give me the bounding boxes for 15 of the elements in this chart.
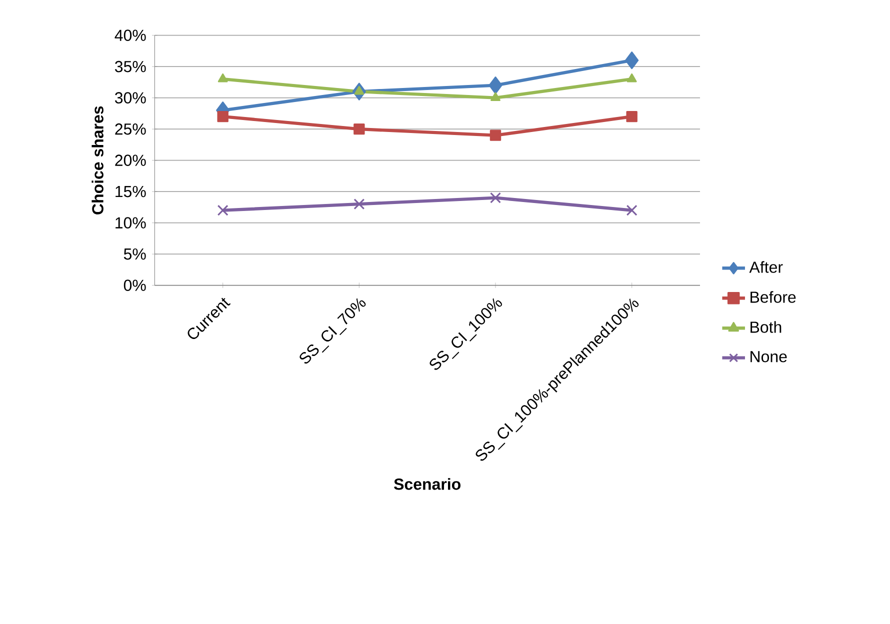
- y-tick-label: 15%: [116, 186, 146, 198]
- legend-label: None: [750, 351, 787, 362]
- y-tick-label: 30%: [114, 92, 146, 104]
- legend-label: After: [749, 261, 783, 273]
- x-axis-title: Scenario: [394, 478, 460, 490]
- y-tick-label: 10%: [116, 217, 146, 228]
- legend-label: Both: [750, 321, 782, 333]
- y-tick-label: 5%: [124, 248, 146, 260]
- y-tick-label: 35%: [114, 60, 146, 72]
- y-tick-label: 40%: [114, 30, 146, 41]
- legend-label: Before: [750, 291, 796, 303]
- y-axis-title: Choice shares: [92, 106, 104, 214]
- y-tick-label: 20%: [115, 154, 146, 166]
- y-tick-label: 25%: [115, 123, 146, 135]
- y-tick-label: 0%: [124, 280, 146, 291]
